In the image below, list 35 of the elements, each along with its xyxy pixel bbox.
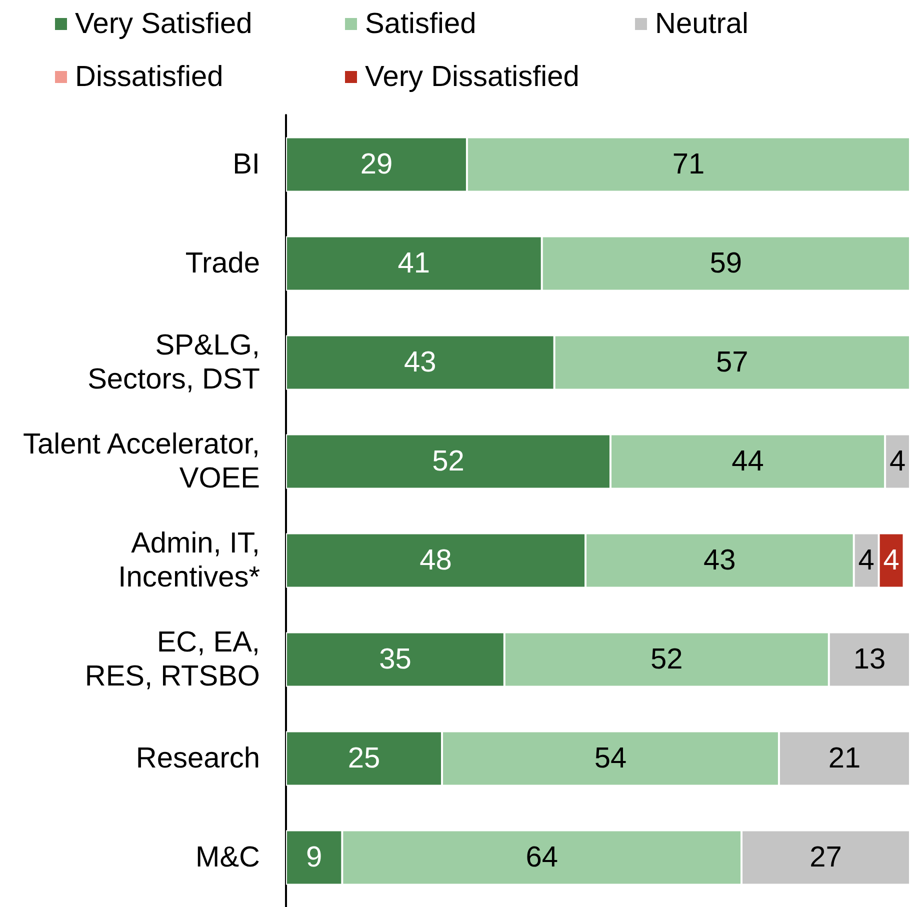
data-label: 29 [360,148,393,180]
legend-label: Very Dissatisfied [365,61,580,93]
data-label: 59 [710,248,742,280]
data-label: 4 [883,544,900,576]
legend-label: Very Satisfied [75,8,252,40]
y-tick-label: M&C [196,842,260,874]
y-tick-label: Research [136,742,260,774]
data-label: 35 [379,644,412,676]
data-label: 4 [889,446,906,478]
data-label: 13 [853,644,886,676]
data-label: 44 [732,446,764,478]
data-label: 52 [432,446,464,478]
legend-label: Dissatisfied [75,61,224,93]
data-label: 64 [526,842,558,874]
data-label: 71 [672,148,705,180]
data-label: 21 [828,742,861,774]
y-tick-label: BI [232,148,260,180]
data-label: 43 [404,346,436,378]
data-label: 27 [810,842,842,874]
data-label: 9 [306,842,322,874]
data-label: 43 [704,544,736,576]
legend-label: Neutral [655,8,748,40]
y-tick-label: Admin, IT, Incentives* [118,528,260,594]
data-label: 41 [398,248,430,280]
data-label: 57 [716,346,748,378]
y-tick-label: Talent Accelerator, VOEE [23,428,260,494]
data-label: 25 [348,742,380,774]
data-label: 48 [420,544,452,576]
y-tick-label: SP&LG, Sectors, DST [88,330,260,396]
data-label: 54 [594,742,627,774]
y-tick-label: EC, EA, RES, RTSBO [84,626,260,692]
y-tick-label: Trade [185,248,260,280]
legend-label: Satisfied [365,8,476,40]
data-label: 52 [650,644,683,676]
data-label: 4 [858,544,874,576]
